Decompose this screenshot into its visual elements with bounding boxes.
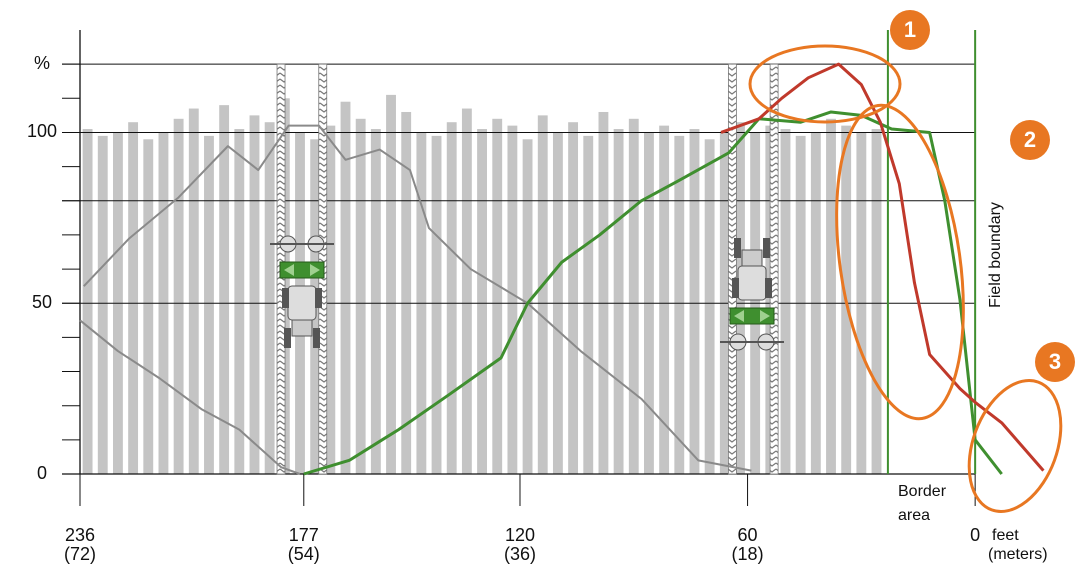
bar [82, 129, 93, 475]
callout-ellipse [835, 103, 965, 421]
bar [264, 122, 275, 474]
bar [507, 125, 518, 474]
callout-number: 1 [904, 17, 916, 42]
bar [219, 105, 230, 474]
text-layer: 0 50 100% 236(72) 177(54) 120(36) 60(18) 0 feet (… [27, 53, 1048, 564]
bar [492, 118, 503, 475]
bar [204, 135, 214, 474]
bar [795, 135, 806, 474]
x-tick-sublabel: (54) [288, 544, 320, 564]
bar [780, 129, 791, 475]
callout-ellipse [748, 44, 902, 124]
bar [826, 118, 836, 475]
bar [583, 135, 594, 474]
bar [477, 129, 487, 475]
bar [461, 108, 472, 475]
bar [128, 122, 139, 474]
series-line [83, 124, 752, 472]
bar [674, 135, 685, 474]
bar [537, 115, 548, 474]
bar [446, 122, 457, 474]
series-line [79, 319, 301, 475]
bar [871, 129, 882, 475]
callout-ellipse [967, 379, 1063, 513]
x-tick-label: 0 [970, 525, 980, 545]
x-tick-label: 236 [65, 525, 95, 545]
bar [325, 125, 336, 474]
bar [143, 139, 154, 475]
bar [97, 135, 108, 474]
x-tick-label: 60 [738, 525, 758, 545]
callout-number: 2 [1024, 127, 1036, 152]
tractor-icon [720, 238, 784, 351]
bar [568, 122, 579, 474]
tractor-icon [270, 235, 334, 348]
x-tick-sublabel: (72) [64, 544, 96, 564]
bar [188, 108, 199, 475]
bar [704, 139, 715, 475]
x-tick-sublabel: (36) [504, 544, 536, 564]
bar [628, 118, 639, 475]
x-tick-label: 120 [505, 525, 535, 545]
field-boundary-label: Field boundary [987, 202, 1004, 308]
bar [613, 129, 624, 475]
x-tick-sublabel: (18) [732, 544, 764, 564]
bar [340, 101, 351, 474]
tramline [727, 63, 737, 475]
x-axis-label: (meters) [988, 546, 1048, 563]
grid-layer [62, 30, 976, 506]
x-axis-label: feet [992, 527, 1019, 544]
bar [689, 129, 700, 475]
bar [249, 115, 260, 474]
callout-badge [1035, 342, 1075, 382]
bar [370, 129, 381, 475]
bar [355, 118, 366, 475]
callout-badge [1010, 120, 1050, 160]
series-line [720, 62, 1045, 472]
callout-number: 3 [1049, 349, 1061, 374]
y-tick-label: % [34, 53, 50, 73]
callout-badge [890, 10, 930, 50]
bar [386, 94, 396, 475]
bar [173, 118, 184, 475]
y-tick-label: 100 [27, 121, 57, 141]
bar [234, 129, 245, 475]
bar [659, 125, 670, 474]
bar [598, 111, 609, 474]
tramline [769, 63, 779, 475]
bar [401, 111, 412, 474]
x-tick-label: 177 [289, 525, 319, 545]
border-label: Border [898, 483, 947, 500]
bar [431, 135, 442, 474]
border-label: area [898, 507, 930, 524]
y-tick-label: 50 [32, 292, 52, 312]
lines-layer [79, 30, 1045, 476]
y-tick-label: 0 [37, 463, 47, 483]
